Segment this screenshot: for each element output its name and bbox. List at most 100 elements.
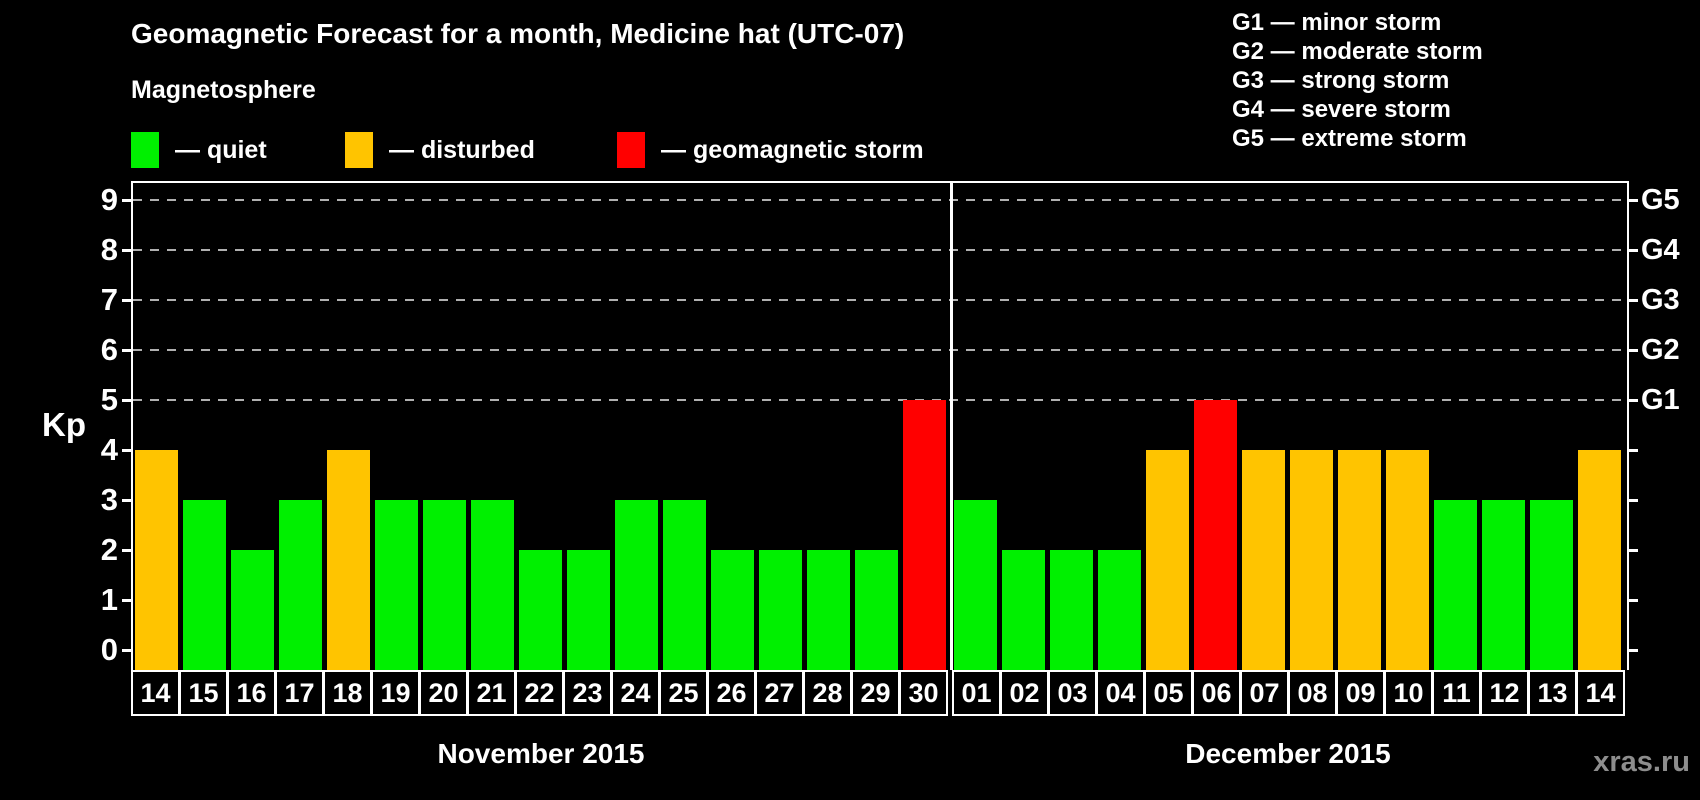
kp-bar-nov-19 (375, 500, 418, 670)
chart-title: Geomagnetic Forecast for a month, Medici… (131, 18, 905, 49)
day-label-dec-04: 04 (1096, 670, 1145, 716)
day-label-nov-26: 26 (707, 670, 756, 716)
day-label-nov-23: 23 (563, 670, 612, 716)
day-label-nov-25: 25 (659, 670, 708, 716)
kp-bar-dec-06 (1194, 400, 1237, 670)
kp-bar-nov-29 (855, 550, 898, 670)
g-level-label-g2: G2 (1641, 334, 1680, 366)
day-label-nov-15: 15 (179, 670, 228, 716)
legend-item-disturbed: — disturbed (345, 132, 535, 168)
y-axis-tick-right (1629, 549, 1638, 552)
disturbed-color-swatch (345, 132, 373, 168)
gridline-kp5 (133, 399, 1627, 401)
day-label-dec-11: 11 (1432, 670, 1481, 716)
chart-subtitle: Magnetosphere (131, 76, 316, 104)
watermark: xras.ru (1593, 746, 1690, 778)
legend-label-disturbed: — disturbed (389, 135, 535, 164)
day-label-nov-22: 22 (515, 670, 564, 716)
g-level-label-g3: G3 (1641, 284, 1680, 316)
day-label-dec-13: 13 (1528, 670, 1577, 716)
g-level-label-g5: G5 (1641, 184, 1680, 216)
day-label-nov-24: 24 (611, 670, 660, 716)
kp-bar-nov-17 (279, 500, 322, 670)
y-axis-tick-right (1629, 199, 1638, 202)
y-axis-tick-right (1629, 449, 1638, 452)
y-axis-tick-left (122, 549, 131, 552)
y-axis-tick-right (1629, 249, 1638, 252)
day-label-nov-21: 21 (467, 670, 516, 716)
kp-bar-dec-13 (1530, 500, 1573, 670)
y-tick-label: 3 (100, 482, 118, 517)
day-label-dec-01: 01 (952, 670, 1001, 716)
legend-label-quiet: — quiet (175, 135, 267, 164)
kp-bar-dec-05 (1146, 450, 1189, 670)
y-tick-label: 8 (100, 232, 118, 267)
g4-legend-line: G4 — severe storm (1232, 96, 1451, 123)
y-tick-label: 4 (100, 432, 118, 467)
day-label-nov-29: 29 (851, 670, 900, 716)
g-level-label-g4: G4 (1641, 234, 1680, 266)
y-tick-label: 2 (100, 532, 118, 567)
y-axis-tick-left (122, 399, 131, 402)
kp-bar-nov-28 (807, 550, 850, 670)
y-tick-label: 5 (100, 382, 118, 417)
kp-bar-dec-12 (1482, 500, 1525, 670)
gridline-kp7 (133, 299, 1627, 301)
y-axis-tick-right (1629, 399, 1638, 402)
legend-item-storm: — geomagnetic storm (617, 132, 924, 168)
kp-bar-nov-26 (711, 550, 754, 670)
day-label-dec-05: 05 (1144, 670, 1193, 716)
gridline-kp9 (133, 199, 1627, 201)
kp-bar-dec-03 (1050, 550, 1093, 670)
g5-legend-line: G5 — extreme storm (1232, 125, 1467, 152)
day-label-dec-02: 02 (1000, 670, 1049, 716)
y-axis-tick-right (1629, 299, 1638, 302)
kp-bar-nov-16 (231, 550, 274, 670)
day-label-nov-30: 30 (899, 670, 948, 716)
g2-legend-line: G2 — moderate storm (1232, 38, 1483, 65)
g3-legend-line: G3 — strong storm (1232, 67, 1450, 94)
y-tick-label: 0 (100, 632, 118, 667)
kp-bar-nov-25 (663, 500, 706, 670)
y-axis-tick-left (122, 299, 131, 302)
kp-bar-nov-15 (183, 500, 226, 670)
kp-bar-nov-22 (519, 550, 562, 670)
kp-bar-dec-11 (1434, 500, 1477, 670)
month-separator-line (950, 183, 953, 670)
y-axis-tick-left (122, 599, 131, 602)
day-label-nov-18: 18 (323, 670, 372, 716)
y-axis-tick-right (1629, 499, 1638, 502)
gridline-kp6 (133, 349, 1627, 351)
y-axis-tick-right (1629, 599, 1638, 602)
kp-bar-dec-08 (1290, 450, 1333, 670)
g-scale-legend: G1 — minor storm G2 — moderate storm G3 … (1232, 8, 1483, 153)
kp-bar-nov-20 (423, 500, 466, 670)
y-tick-label: 9 (100, 182, 118, 217)
kp-bar-dec-02 (1002, 550, 1045, 670)
kp-bar-dec-09 (1338, 450, 1381, 670)
day-label-nov-28: 28 (803, 670, 852, 716)
kp-bar-nov-18 (327, 450, 370, 670)
kp-bar-nov-23 (567, 550, 610, 670)
y-axis-tick-left (122, 199, 131, 202)
y-axis-tick-right (1629, 349, 1638, 352)
storm-color-swatch (617, 132, 645, 168)
g1-legend-line: G1 — minor storm (1232, 9, 1442, 36)
kp-bar-dec-01 (954, 500, 997, 670)
y-axis-tick-left (122, 249, 131, 252)
day-label-dec-06: 06 (1192, 670, 1241, 716)
y-axis-tick-right (1629, 649, 1638, 652)
kp-bar-dec-14 (1578, 450, 1621, 670)
legend-item-quiet: — quiet (131, 132, 267, 168)
day-label-dec-09: 09 (1336, 670, 1385, 716)
kp-bar-nov-24 (615, 500, 658, 670)
day-label-dec-03: 03 (1048, 670, 1097, 716)
y-axis-tick-left (122, 499, 131, 502)
kp-bar-nov-14 (135, 450, 178, 670)
kp-bar-dec-04 (1098, 550, 1141, 670)
quiet-color-swatch (131, 132, 159, 168)
kp-bar-nov-27 (759, 550, 802, 670)
y-tick-label: 1 (100, 582, 118, 617)
kp-bar-nov-21 (471, 500, 514, 670)
day-label-nov-17: 17 (275, 670, 324, 716)
